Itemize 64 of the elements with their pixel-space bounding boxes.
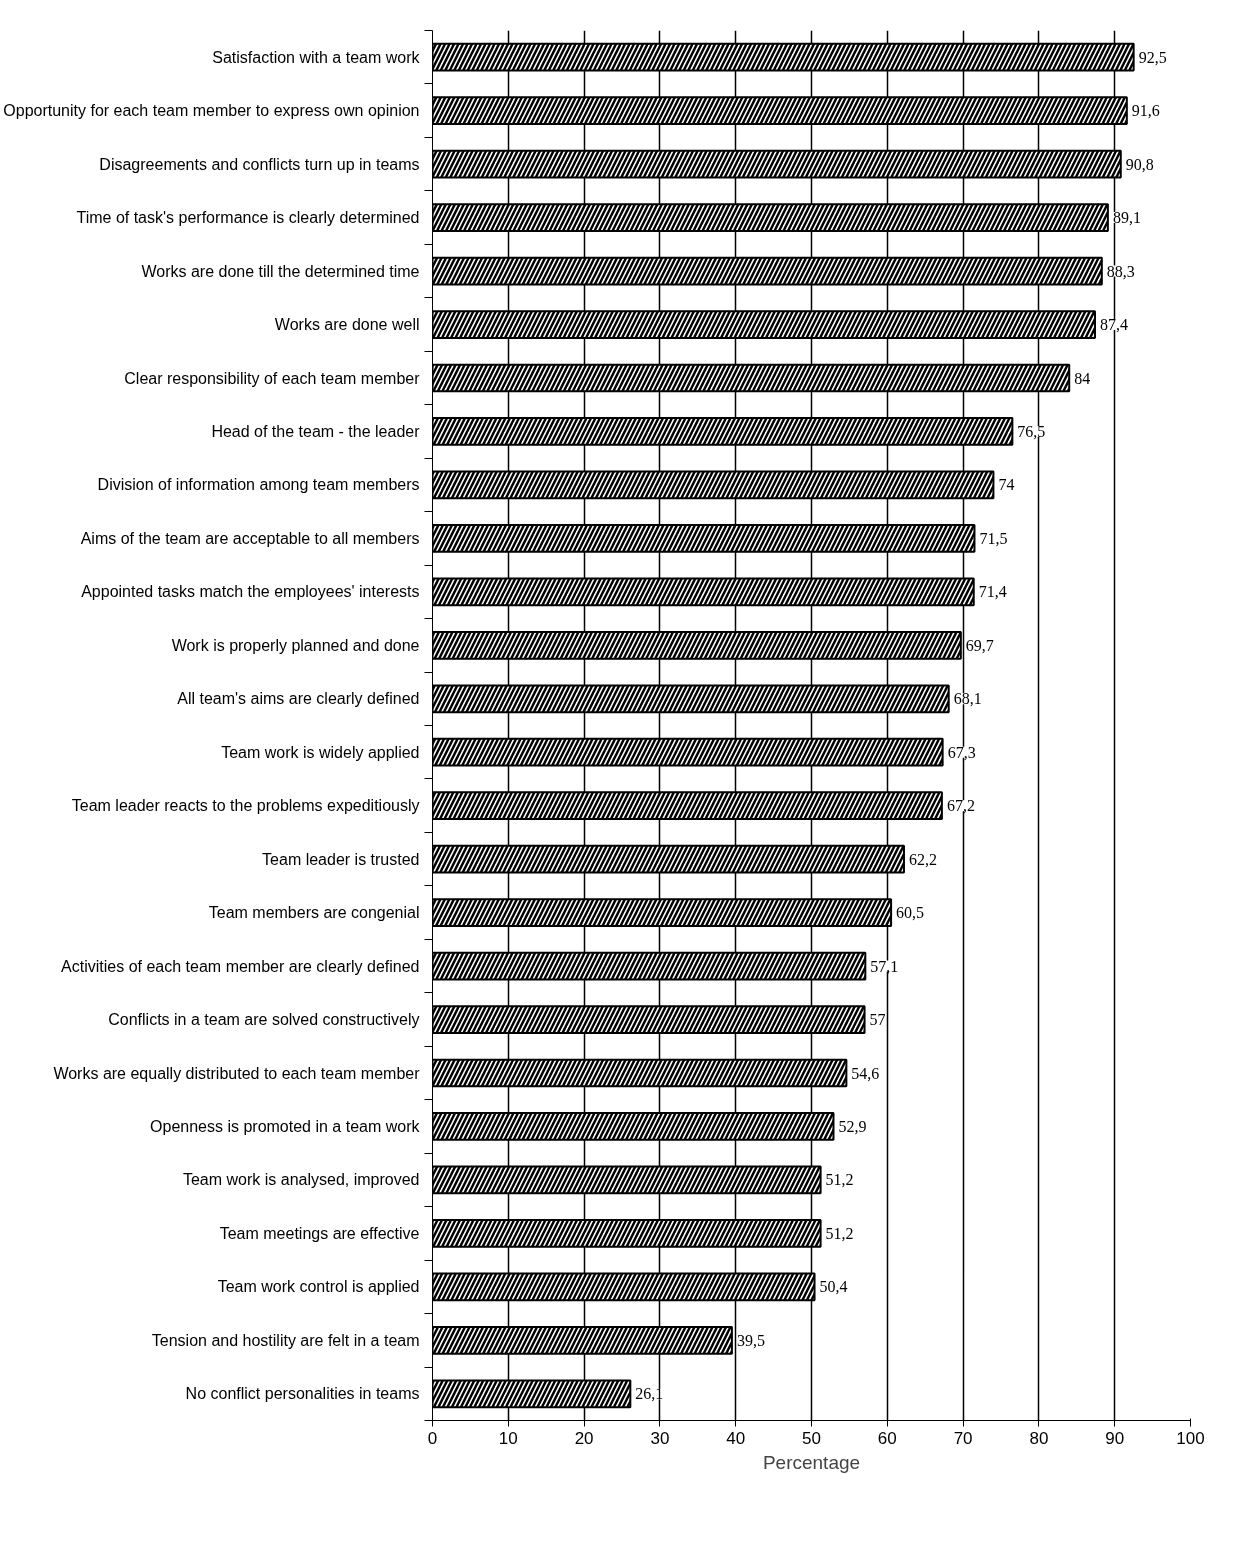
y-tick-label: Works are equally distributed to each team member [53, 1064, 421, 1082]
x-tick-label: 100 [1176, 1428, 1205, 1448]
x-tick-label: 30 [650, 1428, 670, 1448]
x-tick-label: 70 [953, 1428, 973, 1448]
data-label: 74 [998, 476, 1015, 494]
x-axis-title: Percentage [762, 1451, 861, 1473]
data-label: 71,4 [978, 583, 1007, 601]
data-label: 71,5 [979, 529, 1008, 547]
y-tick-label: Works are done till the determined time [141, 262, 420, 280]
y-tick-label: Work is properly planned and done [171, 636, 420, 654]
y-tick-label: Opportunity for each team member to express own opinion [3, 102, 420, 120]
data-label: 62,2 [908, 850, 937, 868]
y-tick-label: Team leader is trusted [262, 850, 420, 868]
data-label: 68,1 [953, 690, 982, 708]
data-label: 51,2 [825, 1171, 854, 1189]
data-label: 57 [869, 1011, 886, 1029]
data-label: 50,4 [819, 1278, 848, 1296]
data-label: 76,5 [1017, 422, 1046, 440]
data-label: 89,1 [1112, 209, 1141, 227]
y-tick-label: Team work is analysed, improved [182, 1171, 420, 1189]
y-tick-label: No conflict personalities in teams [185, 1385, 420, 1403]
data-label: 88,3 [1106, 262, 1135, 280]
x-tick-label: 50 [802, 1428, 821, 1448]
x-tick-label: 0 [427, 1428, 438, 1448]
x-tick-label: 80 [1029, 1428, 1049, 1448]
data-label: 67,2 [946, 797, 975, 815]
y-tick-label: Works are done well [274, 316, 420, 334]
y-tick-label: Satisfaction with a team work [212, 48, 421, 66]
data-label: 52,9 [838, 1117, 867, 1135]
data-label: 87,4 [1099, 316, 1128, 334]
data-label: 91,6 [1131, 102, 1160, 120]
data-label: 39,5 [736, 1331, 765, 1349]
x-tick-label: 20 [574, 1428, 594, 1448]
data-label: 90,8 [1125, 155, 1154, 173]
data-label: 26,1 [635, 1385, 664, 1403]
x-tick-label: 10 [498, 1428, 518, 1448]
y-tick-label: Division of information among team members [97, 476, 420, 494]
y-tick-label: Appointed tasks match the employees' interests [81, 583, 420, 601]
y-tick-label: Openness is promoted in a team work [150, 1117, 421, 1135]
y-tick-label: Activities of each team member are clearly defined [61, 957, 420, 975]
y-tick-label: All team's aims are clearly defined [177, 690, 420, 708]
y-tick-label: Clear responsibility of each team member [124, 369, 421, 387]
y-tick-label: Disagreements and conflicts turn up in teams [99, 155, 420, 173]
y-tick-label: Team work control is applied [217, 1278, 420, 1296]
data-label: 60,5 [896, 904, 925, 922]
data-label: 57,1 [870, 957, 899, 975]
y-tick-label: Time of task's performance is clearly determined [76, 209, 420, 227]
data-label: 51,2 [825, 1224, 854, 1242]
y-tick-label: Team members are congenial [208, 904, 420, 922]
data-label: 84 [1074, 369, 1091, 387]
y-tick-label: Aims of the team are acceptable to all members [80, 529, 420, 547]
y-tick-label: Team leader reacts to the problems expeditiously [71, 797, 420, 815]
y-tick-label: Head of the team - the leader [211, 422, 421, 440]
x-tick-label: 60 [877, 1428, 897, 1448]
y-tick-label: Team work is widely applied [221, 743, 420, 761]
y-tick-label: Conflicts in a team are solved constructively [108, 1011, 420, 1029]
data-label: 54,6 [851, 1064, 880, 1082]
y-tick-label: Tension and hostility are felt in a team [151, 1331, 420, 1349]
x-tick-label: 40 [726, 1428, 746, 1448]
y-tick-label: Team meetings are effective [219, 1224, 420, 1242]
x-tick-label: 90 [1105, 1428, 1125, 1448]
data-label: 92,5 [1138, 48, 1167, 66]
data-label: 69,7 [965, 636, 994, 654]
data-label: 67,3 [947, 743, 976, 761]
